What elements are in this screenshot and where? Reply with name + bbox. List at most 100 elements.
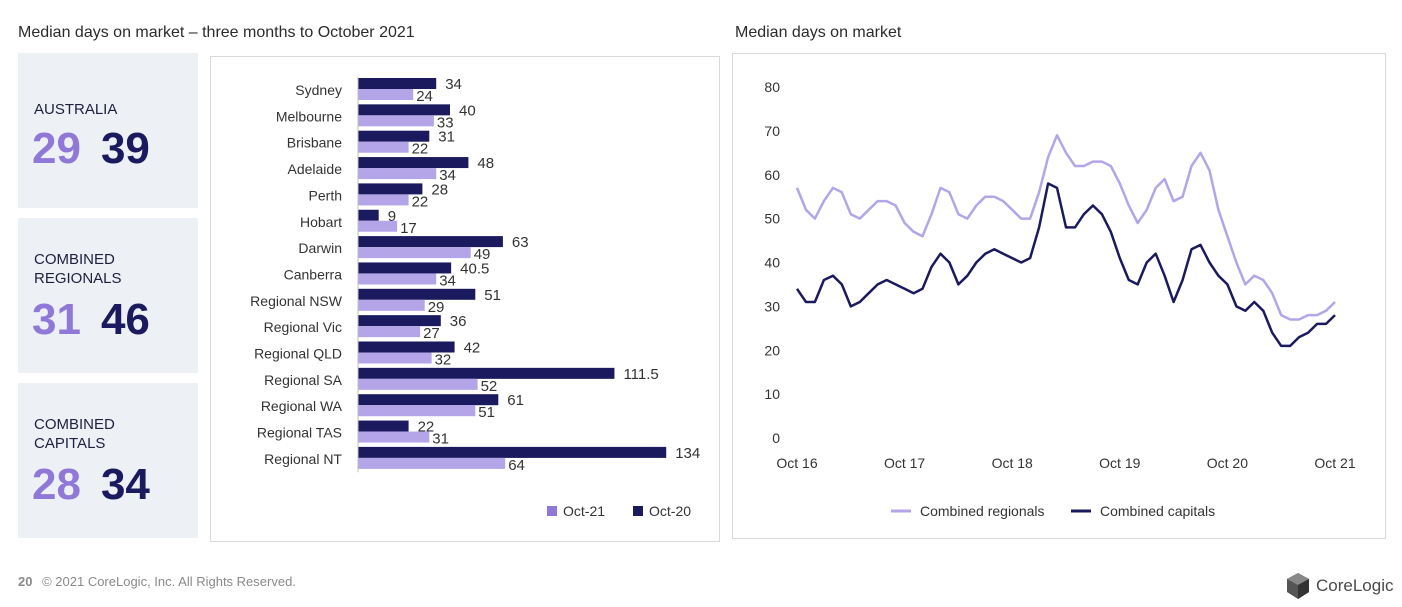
y-tick-label: 70 [764, 123, 780, 139]
bar-oct21 [358, 141, 409, 153]
category-label: Perth [309, 187, 342, 203]
right-chart-title: Median days on market [735, 24, 902, 41]
bar-oct21 [358, 194, 409, 206]
data-label-oct21: 24 [416, 88, 433, 105]
bar-oct21 [358, 326, 421, 338]
y-tick-label: 60 [764, 167, 780, 183]
bar-oct21 [358, 378, 478, 390]
y-tick-label: 40 [764, 255, 780, 271]
category-label: Adelaide [288, 161, 343, 177]
category-label: Regional NSW [250, 293, 343, 309]
data-label-oct20: 63 [512, 234, 529, 251]
stat-values: 29 39 [32, 127, 150, 171]
bar-oct20 [358, 394, 499, 406]
bar-oct21 [358, 247, 471, 259]
bar-oct20 [358, 341, 455, 353]
data-label-oct21: 33 [437, 114, 454, 131]
bar-oct21 [358, 431, 430, 443]
line-chart-frame: 80 70 60 50 40 30 20 10 0 Oct 16 Oct 17 Oct 18 Oct 1… [732, 53, 1386, 539]
bar-oct20 [358, 183, 423, 195]
data-label-oct20: 111.5 [623, 366, 658, 383]
bar-oct20 [358, 157, 469, 169]
category-label: Regional SA [264, 372, 342, 388]
bar-oct21 [358, 273, 437, 285]
x-tick-label: Oct 21 [1314, 455, 1355, 471]
bar-oct20 [358, 130, 430, 142]
stat-value-oct21: 31 [32, 295, 81, 344]
bar-oct20 [358, 236, 503, 248]
copyright-text: © 2021 CoreLogic, Inc. All Rights Reserv… [42, 574, 296, 589]
data-label-oct21: 49 [474, 246, 491, 263]
series-line-combined-capitals [795, 182, 1336, 348]
category-label: Canberra [284, 266, 343, 282]
category-label: Hobart [300, 214, 342, 230]
category-label: Regional WA [261, 398, 343, 414]
page-number: 20 [18, 574, 33, 589]
bar-oct20 [358, 420, 409, 432]
data-label-oct21: 29 [428, 299, 445, 316]
category-label: Regional Vic [264, 319, 342, 335]
data-label-oct20: 61 [507, 392, 524, 409]
corelogic-logo: CoreLogic [1286, 572, 1394, 600]
data-label-oct20: 40.5 [460, 260, 489, 277]
data-label-oct20: 22 [418, 419, 435, 436]
data-label-oct21: 17 [400, 220, 417, 237]
corelogic-logo-icon [1287, 573, 1309, 599]
y-tick-label: 50 [764, 211, 780, 227]
stat-values: 28 34 [32, 463, 150, 507]
legend-label-oct20: Oct-20 [649, 503, 691, 519]
data-label-oct21: 32 [435, 352, 452, 369]
data-label-oct20: 28 [431, 181, 448, 198]
data-label-oct21: 34 [439, 272, 456, 289]
data-label-oct21: 31 [432, 431, 449, 448]
bar-chart-frame: Sydney 34 24 Melbourne 40 33 Brisbane 31 22 Adela… [210, 56, 720, 542]
bar-oct21 [358, 352, 432, 364]
stat-card-combined-capitals: COMBINED CAPITALS 28 34 [18, 383, 198, 538]
stat-value-oct20: 39 [100, 124, 150, 173]
stat-values: 31 46 [32, 298, 150, 342]
stat-value-oct20: 34 [100, 460, 150, 509]
category-label: Regional NT [264, 451, 342, 467]
stat-value-oct21: 28 [32, 460, 81, 509]
data-label-oct20: 51 [484, 287, 501, 304]
legend-swatch-oct21 [547, 506, 557, 516]
data-label-oct21: 64 [508, 457, 525, 474]
stat-value-oct21: 29 [32, 124, 81, 173]
y-tick-label: 20 [764, 342, 780, 358]
y-tick-label: 80 [764, 79, 780, 95]
footer: 20 © 2021 CoreLogic, Inc. All Rights Res… [18, 574, 296, 589]
x-tick-label: Oct 20 [1207, 455, 1248, 471]
data-label-oct20: 34 [445, 76, 462, 93]
y-tick-label: 30 [764, 298, 780, 314]
stat-card-combined-regionals: COMBINED REGIONALS 31 46 [18, 218, 198, 373]
y-tick-label: 10 [764, 386, 780, 402]
category-label: Brisbane [287, 135, 342, 151]
category-label: Darwin [298, 240, 342, 256]
stat-label: COMBINED CAPITALS [34, 416, 115, 452]
category-label: Sydney [295, 82, 342, 98]
stat-label: AUSTRALIA [34, 101, 118, 118]
data-label-oct21: 27 [423, 325, 440, 342]
x-tick-label: Oct 19 [1099, 455, 1140, 471]
bar-oct21 [358, 457, 506, 469]
bar-oct20 [358, 446, 667, 458]
data-label-oct21: 34 [439, 167, 456, 184]
legend-label-combined-regionals: Combined regionals [920, 503, 1045, 519]
bar-oct21 [358, 89, 414, 100]
logo-text: CoreLogic [1316, 576, 1394, 595]
series-line-combined-regionals [795, 134, 1336, 321]
bar-oct20 [358, 104, 450, 116]
category-label: Regional QLD [254, 346, 342, 362]
x-tick-label: Oct 17 [884, 455, 925, 471]
bar-oct20 [358, 262, 452, 274]
data-label-oct20: 9 [388, 208, 396, 225]
legend-label-oct21: Oct-21 [563, 503, 605, 519]
data-label-oct20: 42 [464, 340, 481, 357]
x-tick-label: Oct 18 [992, 455, 1033, 471]
data-label-oct20: 36 [450, 313, 467, 330]
stat-label: COMBINED REGIONALS [34, 251, 122, 287]
data-label-oct20: 40 [459, 102, 476, 119]
bar-oct20 [358, 209, 379, 221]
data-label-oct21: 22 [412, 193, 429, 210]
